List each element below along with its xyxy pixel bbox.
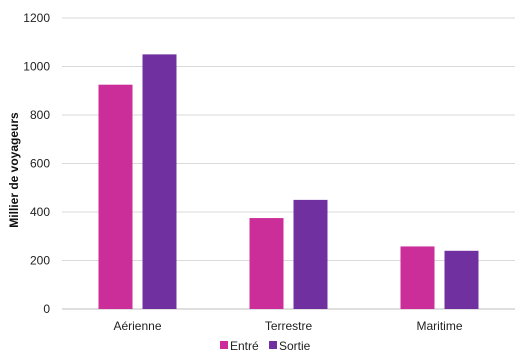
- bar-entre-0: [98, 84, 133, 309]
- y-axis-ticks: 0 200 400 600 800 1000 1200: [23, 11, 50, 316]
- bar-entre-2: [400, 246, 435, 309]
- x-tick-label: Maritime: [416, 319, 462, 333]
- legend: Entré Sortie: [220, 339, 311, 353]
- bar-sortie-0: [142, 54, 177, 309]
- y-tick-label: 0: [43, 302, 50, 316]
- y-tick-label: 800: [30, 108, 50, 122]
- y-tick-label: 1000: [23, 60, 50, 74]
- legend-swatch-entre: [220, 341, 228, 349]
- y-tick-label: 200: [30, 254, 50, 268]
- x-axis-ticks: Aérienne Terrestre Maritime: [113, 319, 462, 333]
- y-axis-label: Millier de voyageurs: [7, 112, 21, 228]
- x-tick-label: Aérienne: [113, 319, 161, 333]
- legend-swatch-sortie: [269, 341, 277, 349]
- bar-entre-1: [249, 218, 284, 309]
- legend-label-entre: Entré: [230, 339, 259, 353]
- bar-sortie-2: [444, 250, 479, 309]
- bar-sortie-1: [293, 199, 328, 309]
- x-tick-label: Terrestre: [265, 319, 313, 333]
- legend-label-sortie: Sortie: [279, 339, 311, 353]
- y-tick-label: 400: [30, 205, 50, 219]
- y-tick-label: 1200: [23, 11, 50, 25]
- bars: [98, 54, 479, 309]
- gridlines: [62, 17, 515, 310]
- y-tick-label: 600: [30, 157, 50, 171]
